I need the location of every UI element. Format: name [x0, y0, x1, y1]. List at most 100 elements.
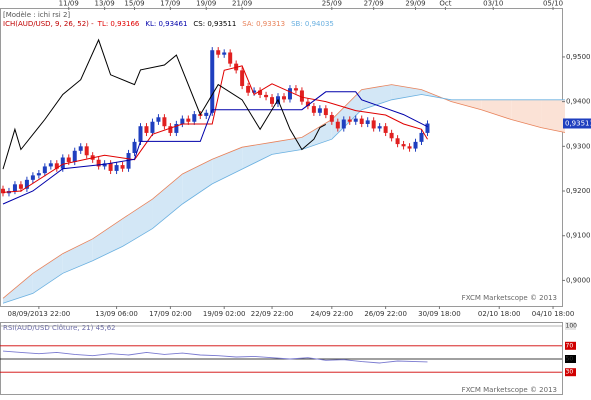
y-tick-label: 0,9400: [566, 98, 591, 106]
cloud-fill: [32, 253, 63, 294]
candle-body: [96, 159, 101, 167]
candle-body: [270, 97, 275, 104]
candle-body: [293, 88, 298, 91]
cloud-fill: [481, 99, 512, 120]
x-tick-top-label: 11/09: [59, 0, 79, 8]
candle-body: [0, 188, 5, 194]
candle-body: [287, 88, 292, 100]
x-tick-label: 02/10 18:00: [478, 310, 521, 318]
indicator-line: [2, 38, 327, 170]
x-tick-label: 19/09 02:00: [203, 310, 246, 318]
candle-body: [108, 163, 113, 171]
candle-body: [335, 121, 340, 129]
candle-body: [204, 112, 209, 116]
legend-entry: TL: 0,93166: [97, 20, 140, 28]
level-box: [565, 355, 576, 363]
rsi-panel: [0, 322, 563, 395]
x-tick-top-label: 29/09: [405, 0, 425, 8]
candle-body: [156, 117, 161, 122]
candle-body: [210, 50, 215, 113]
candle-body: [377, 126, 382, 129]
cloud-fill: [541, 99, 565, 133]
y-tick-label: 0,9300: [566, 142, 591, 150]
candle-body: [48, 163, 53, 167]
candle-body: [419, 132, 424, 142]
cloud-fill: [451, 99, 482, 110]
candle-body: [329, 115, 334, 122]
candle-body: [78, 146, 83, 151]
cloud-fill: [212, 147, 243, 184]
candle-body: [317, 108, 322, 113]
candle-body: [102, 163, 107, 167]
x-tick-top-label: 25/09: [322, 0, 342, 8]
candle-body: [144, 126, 149, 133]
legend-entry: SA: 0,93313: [242, 20, 285, 28]
candle-body: [180, 118, 185, 124]
candle-body: [222, 52, 227, 55]
level-box: [565, 322, 576, 330]
candle-body: [252, 90, 257, 93]
candle-body: [174, 123, 179, 133]
candle-body: [138, 126, 143, 142]
cloud-fill: [242, 142, 273, 170]
candle-body: [114, 165, 119, 171]
x-tick-top-label: 13/09: [95, 0, 115, 8]
y-tick-label: 0,9100: [566, 232, 591, 240]
legend-entry: KL: 0,93461: [145, 20, 187, 28]
candle-body: [168, 126, 173, 133]
cloud-fill: [62, 238, 93, 274]
y-tick-label: 100: [566, 323, 578, 330]
candle-body: [132, 141, 137, 154]
x-tick-top-label: Oct: [439, 0, 451, 8]
candle-body: [42, 166, 47, 174]
candle-body: [162, 117, 167, 127]
cloud-fill: [361, 84, 392, 110]
candle-body: [120, 165, 125, 169]
y-tick-label: 0,9000: [566, 276, 591, 284]
candle-body: [305, 101, 310, 107]
candle-body: [240, 70, 245, 86]
cloud-span: [2, 84, 566, 299]
x-tick-top-label: 19/09: [196, 0, 216, 8]
last-price-label: 0,93511: [565, 119, 591, 127]
cloud-fill: [122, 199, 153, 247]
candle-body: [12, 184, 17, 192]
candle-body: [311, 106, 316, 113]
candle-body: [365, 120, 370, 124]
x-tick-label: 04/10 18:00: [532, 310, 575, 318]
candle-body: [383, 126, 388, 133]
candle-body: [54, 163, 59, 169]
indicator-line: [2, 91, 428, 205]
candle-body: [186, 118, 191, 122]
candle-body: [389, 132, 394, 139]
x-tick-top-label: 21/09: [232, 0, 252, 8]
cloud-fill: [182, 159, 213, 204]
y-tick-label: 0,9500: [566, 53, 591, 61]
last-price-box: [563, 118, 591, 129]
x-tick-top-label: 15/09: [124, 0, 144, 8]
candle-body: [395, 138, 400, 145]
candle-body: [401, 144, 406, 147]
candle-body: [371, 120, 376, 129]
candle-body: [347, 119, 352, 122]
x-tick-label: 24/09 22:00: [311, 310, 354, 318]
x-tick-label: 13/09 06:00: [95, 310, 138, 318]
cloud-fill: [511, 99, 542, 128]
candle-body: [407, 146, 412, 149]
indicator-line: [2, 65, 428, 193]
legend-entry: SB: 0,94035: [291, 20, 334, 28]
rsi-line: [2, 350, 428, 364]
candle-body: [18, 184, 23, 189]
candle-body: [281, 96, 286, 100]
x-tick-label: 30/09 18:00: [418, 310, 461, 318]
candle-body: [264, 94, 269, 98]
candle-body: [341, 119, 346, 129]
x-tick-top-label: 05/10: [543, 0, 563, 8]
candle-body: [359, 118, 364, 124]
y-tick-label: 30: [566, 369, 574, 376]
x-tick-label: 26/09 22:00: [364, 310, 407, 318]
level-box: [565, 368, 576, 377]
candle-body: [36, 173, 41, 176]
rsi-title: RSI(AUD/USD Clôture, 21) 45,62: [3, 324, 116, 332]
